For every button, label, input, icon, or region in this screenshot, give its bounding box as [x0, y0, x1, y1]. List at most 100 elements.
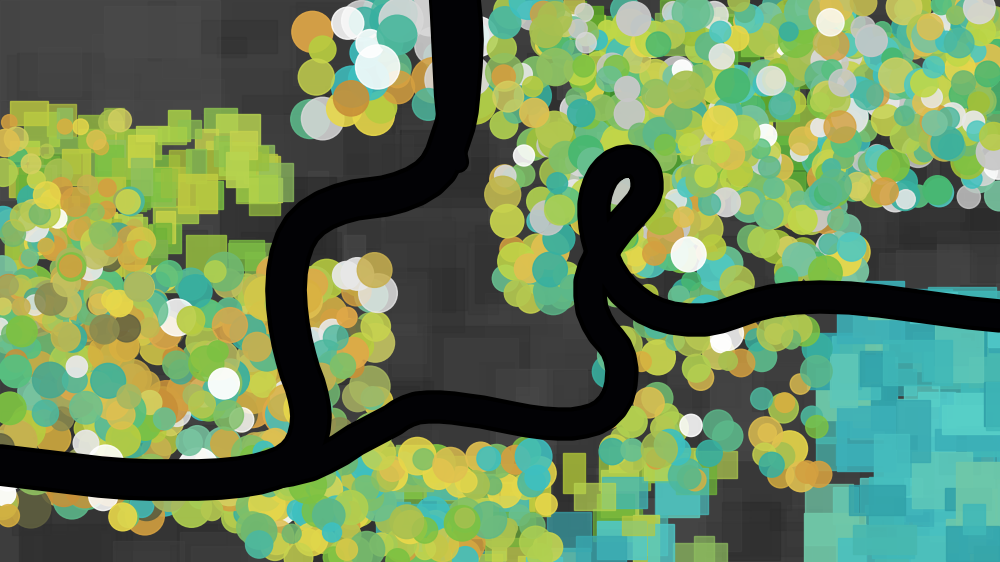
Bar: [999, 554, 1000, 562]
Bar: [970, 233, 1000, 282]
Circle shape: [90, 315, 119, 344]
Circle shape: [902, 136, 934, 167]
Bar: [351, 179, 441, 220]
Circle shape: [553, 48, 571, 67]
Circle shape: [905, 69, 938, 102]
Bar: [440, 523, 470, 562]
Circle shape: [15, 292, 59, 336]
Circle shape: [621, 236, 651, 266]
Circle shape: [114, 189, 135, 211]
Circle shape: [363, 0, 410, 35]
Circle shape: [135, 241, 151, 257]
Bar: [687, 8, 724, 53]
Bar: [557, 411, 657, 467]
Circle shape: [618, 83, 654, 119]
Circle shape: [125, 273, 154, 301]
Bar: [3, 253, 119, 300]
Circle shape: [99, 341, 134, 375]
Circle shape: [755, 3, 782, 30]
Bar: [479, 482, 582, 554]
Bar: [505, 555, 540, 562]
Circle shape: [617, 277, 638, 298]
Circle shape: [12, 331, 34, 353]
Circle shape: [415, 27, 452, 65]
Circle shape: [210, 470, 251, 511]
Circle shape: [840, 30, 870, 60]
Circle shape: [686, 308, 716, 338]
Bar: [602, 114, 650, 134]
Circle shape: [781, 201, 810, 230]
Bar: [826, 234, 881, 308]
Circle shape: [951, 101, 978, 128]
Bar: [699, 100, 719, 122]
Bar: [401, 548, 453, 562]
Circle shape: [815, 183, 837, 205]
Circle shape: [0, 274, 23, 303]
Circle shape: [983, 149, 1000, 179]
Bar: [249, 175, 280, 215]
Bar: [599, 449, 650, 490]
Bar: [587, 160, 612, 202]
Bar: [694, 0, 792, 84]
Circle shape: [822, 159, 840, 177]
Circle shape: [308, 491, 334, 518]
Circle shape: [511, 64, 532, 85]
Circle shape: [394, 511, 427, 543]
Circle shape: [804, 0, 834, 23]
Bar: [615, 110, 639, 154]
Bar: [496, 464, 539, 483]
Circle shape: [957, 29, 991, 62]
Bar: [1, 411, 82, 485]
Bar: [941, 393, 964, 446]
Bar: [758, 79, 799, 121]
Circle shape: [638, 222, 676, 260]
Circle shape: [709, 44, 734, 69]
Circle shape: [414, 538, 436, 560]
Circle shape: [836, 273, 857, 294]
Circle shape: [643, 117, 676, 150]
Circle shape: [518, 469, 545, 497]
Circle shape: [972, 44, 1000, 78]
Circle shape: [337, 307, 357, 328]
Circle shape: [570, 199, 608, 237]
Bar: [925, 437, 976, 481]
Circle shape: [3, 330, 28, 355]
Bar: [769, 162, 867, 194]
Bar: [853, 370, 883, 427]
Circle shape: [936, 31, 957, 52]
Circle shape: [619, 246, 646, 273]
Circle shape: [657, 20, 685, 48]
Bar: [51, 196, 79, 234]
Circle shape: [777, 237, 799, 259]
Circle shape: [98, 233, 120, 255]
Bar: [75, 242, 118, 277]
Bar: [131, 158, 152, 194]
Bar: [49, 137, 90, 153]
Bar: [884, 437, 947, 485]
Circle shape: [909, 75, 934, 101]
Bar: [229, 241, 264, 270]
Circle shape: [621, 409, 643, 431]
Circle shape: [110, 385, 154, 429]
Bar: [158, 241, 195, 332]
Bar: [177, 302, 277, 348]
Circle shape: [201, 500, 223, 520]
Bar: [764, 362, 865, 383]
Bar: [589, 27, 633, 55]
Bar: [248, 526, 292, 562]
Bar: [848, 371, 903, 404]
Bar: [33, 352, 130, 438]
Circle shape: [738, 225, 765, 252]
Circle shape: [645, 196, 681, 232]
Bar: [800, 43, 845, 88]
Bar: [817, 94, 856, 125]
Circle shape: [289, 466, 326, 504]
Circle shape: [801, 257, 828, 283]
Circle shape: [5, 419, 30, 445]
Bar: [416, 518, 452, 546]
Circle shape: [938, 107, 959, 129]
Circle shape: [701, 235, 726, 260]
Circle shape: [0, 297, 25, 328]
Circle shape: [532, 0, 565, 25]
Circle shape: [955, 0, 983, 21]
